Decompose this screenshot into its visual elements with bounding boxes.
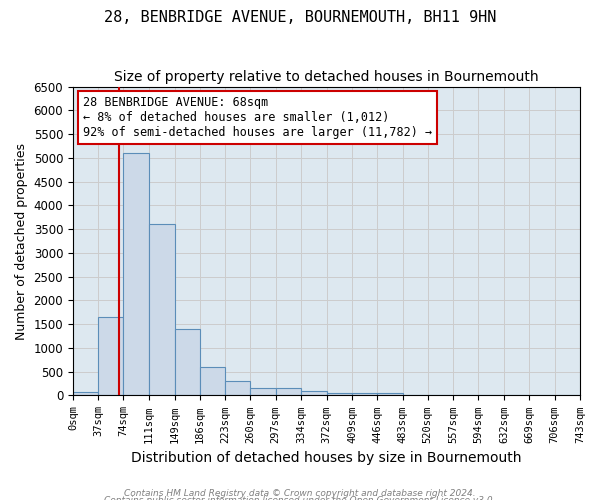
Title: Size of property relative to detached houses in Bournemouth: Size of property relative to detached ho… [114,70,539,84]
Bar [225,381,250,396]
Bar [124,153,149,396]
Bar [301,390,327,396]
Bar [175,329,200,396]
Text: 28 BENBRIDGE AVENUE: 68sqm
← 8% of detached houses are smaller (1,012)
92% of se: 28 BENBRIDGE AVENUE: 68sqm ← 8% of detac… [83,96,432,139]
Bar [250,388,275,396]
Bar [377,393,403,396]
Text: Contains public sector information licensed under the Open Government Licence v3: Contains public sector information licen… [104,496,496,500]
Bar [352,393,377,396]
Text: Contains HM Land Registry data © Crown copyright and database right 2024.: Contains HM Land Registry data © Crown c… [124,488,476,498]
Bar [275,388,301,396]
Bar [327,393,352,396]
Text: 28, BENBRIDGE AVENUE, BOURNEMOUTH, BH11 9HN: 28, BENBRIDGE AVENUE, BOURNEMOUTH, BH11 … [104,10,496,25]
Bar [149,224,175,396]
Bar [73,392,98,396]
Bar [98,317,124,396]
Y-axis label: Number of detached properties: Number of detached properties [15,142,28,340]
X-axis label: Distribution of detached houses by size in Bournemouth: Distribution of detached houses by size … [131,451,522,465]
Bar [200,367,225,396]
